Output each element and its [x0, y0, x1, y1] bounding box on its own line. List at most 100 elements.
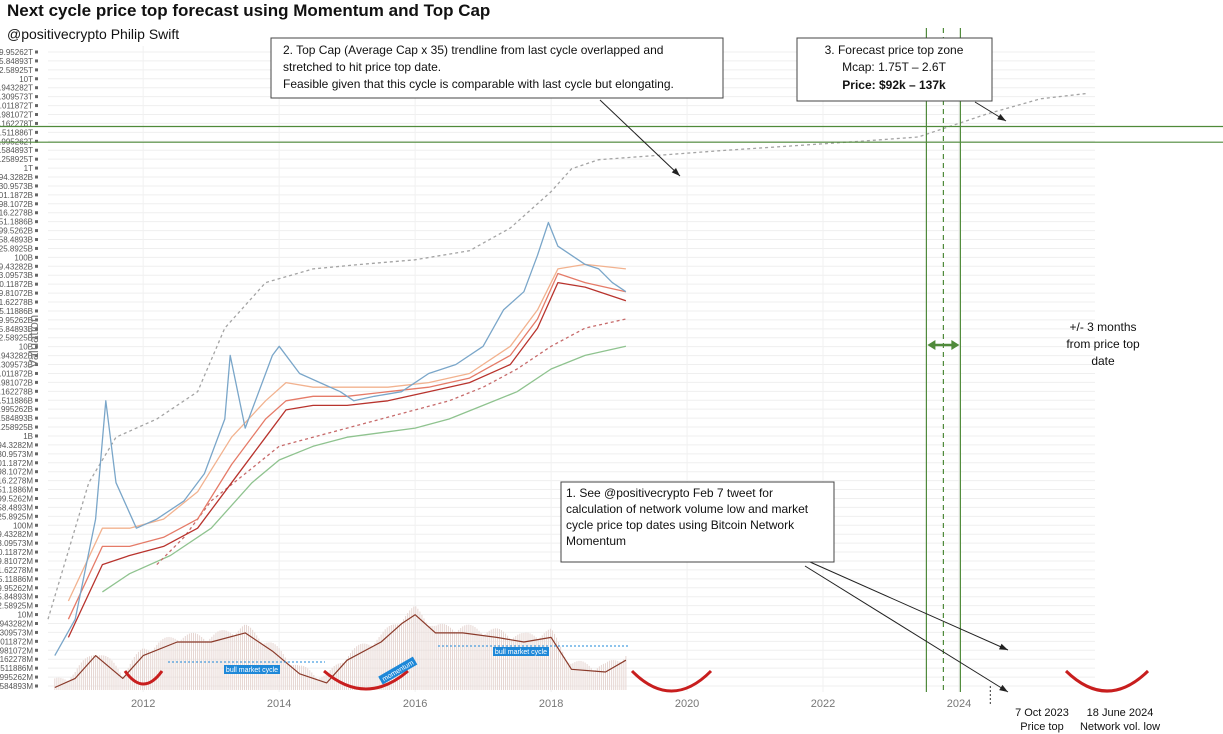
- y-tick-label: 15.84893T: [0, 57, 33, 66]
- y-tick-label: 31.62278M: [0, 566, 33, 575]
- y-tick-mark: [35, 666, 38, 670]
- y-tick-mark: [35, 380, 38, 384]
- y-tick-mark: [35, 523, 38, 527]
- y-tick-mark: [35, 229, 38, 233]
- y-tick-label: 316.2278M: [0, 477, 33, 486]
- y-tick-label: 39.81072B: [0, 289, 33, 298]
- y-tick-mark: [35, 175, 38, 179]
- y-tick-label: 398.1072M: [0, 468, 33, 477]
- y-tick-label: 125.8925B: [0, 244, 33, 253]
- y-tick-mark: [35, 50, 38, 54]
- y-tick-mark: [35, 139, 38, 143]
- note2-line2: stretched to hit price top date.: [283, 60, 441, 74]
- y-tick-label: 199.5262M: [0, 494, 33, 503]
- y-tick-mark: [35, 425, 38, 429]
- y-tick-label: 199.5262B: [0, 227, 33, 236]
- y-tick-label: 251.1886M: [0, 486, 33, 495]
- vol-low-label: Network vol. low: [1080, 721, 1160, 733]
- y-tick-mark: [35, 211, 38, 215]
- y-tick-mark: [35, 461, 38, 465]
- y-tick-label: 1.258925B: [0, 423, 33, 432]
- y-tick-label: 63.09573M: [0, 539, 33, 548]
- range-arrow-head-right: [951, 340, 960, 350]
- y-tick-label: 3.162278T: [0, 119, 33, 128]
- y-tick-mark: [35, 684, 38, 688]
- y-tick-label: 6.309573B: [0, 361, 33, 370]
- y-tick-label: 158.4893B: [0, 236, 33, 245]
- note1-arrow-vol-line: [804, 565, 1009, 693]
- y-axis-ticks: 19.95262T15.84893T12.58925T10T7.943282T6…: [0, 48, 38, 691]
- series-market-cap: [54, 221, 627, 656]
- note2-box: [270, 37, 724, 99]
- note1-box: [560, 481, 835, 563]
- y-tick-mark: [35, 479, 38, 483]
- y-tick-mark: [35, 613, 38, 617]
- y-tick-label: 3.162278B: [0, 387, 33, 396]
- chart-title: Next cycle price top forecast using Mome…: [7, 1, 490, 20]
- y-tick-mark: [35, 389, 38, 393]
- x-tick-label: 2016: [403, 698, 427, 710]
- y-tick-label: 1.258925T: [0, 155, 33, 164]
- y-tick-mark: [35, 371, 38, 375]
- note1-text-wrap: 1. See @positivecrypto Feb 7 tweet for c…: [566, 486, 809, 548]
- y-tick-mark: [35, 621, 38, 625]
- y-tick-mark: [35, 193, 38, 197]
- y-tick-mark: [35, 59, 38, 63]
- price-top-date: 7 Oct 2023: [1015, 707, 1069, 719]
- momentum-tag-bg: [378, 656, 418, 685]
- y-tick-label: 1T: [24, 164, 33, 173]
- y-tick-label: 630.9573M: [0, 450, 33, 459]
- y-tick-label: 50.11872M: [0, 548, 33, 557]
- series-average-2: [67, 272, 627, 620]
- y-tick-mark: [35, 586, 38, 590]
- y-tick-label: 794.3282B: [0, 173, 33, 182]
- y-tick-mark: [35, 577, 38, 581]
- y-tick-label: 1.995262M: [0, 673, 33, 682]
- y-tick-label: 15.84893B: [0, 325, 33, 334]
- series-average-3: [67, 281, 627, 638]
- y-tick-mark: [35, 416, 38, 420]
- y-tick-mark: [35, 220, 38, 224]
- y-tick-mark: [35, 630, 38, 634]
- x-tick-label: 2014: [267, 698, 291, 710]
- y-tick-mark: [35, 452, 38, 456]
- y-tick-label: 158.4893M: [0, 503, 33, 512]
- bull-cycle-label-2: bull market cycle: [495, 649, 547, 656]
- range-arrow-head-left: [927, 340, 936, 350]
- range-line3: date: [1091, 354, 1115, 368]
- y-tick-label: 5.011872B: [0, 369, 33, 378]
- y-tick-label: 100M: [13, 521, 33, 530]
- y-tick-mark: [35, 264, 38, 268]
- bull-cycle-tag-2: [493, 647, 549, 656]
- y-tick-mark: [35, 300, 38, 304]
- y-tick-mark: [35, 488, 38, 492]
- y-tick-label: 501.1872M: [0, 459, 33, 468]
- y-tick-mark: [35, 166, 38, 170]
- series-lines: [47, 92, 1089, 689]
- x-tick-label: 2012: [131, 698, 155, 710]
- y-tick-label: 2.511886T: [0, 128, 33, 137]
- note1-text: 1. See @positivecrypto Feb 7 tweet for c…: [566, 486, 809, 548]
- y-tick-mark: [35, 443, 38, 447]
- y-tick-mark: [35, 336, 38, 340]
- y-tick-label: 12.58925T: [0, 66, 33, 75]
- range-line2: from price top: [1066, 337, 1140, 351]
- note3-line3: Price: $92k – 137k: [842, 78, 946, 92]
- y-tick-label: 39.81072M: [0, 557, 33, 566]
- y-tick-label: 25.11886B: [0, 307, 33, 316]
- y-tick-label: 10B: [19, 343, 33, 352]
- y-tick-label: 3.981072B: [0, 378, 33, 387]
- grid: [48, 46, 1095, 692]
- y-tick-mark: [35, 273, 38, 277]
- note3-arrow-head: [997, 113, 1006, 121]
- momentum-bars: [54, 606, 627, 690]
- y-tick-mark: [35, 157, 38, 161]
- y-tick-label: 25.11886M: [0, 575, 33, 584]
- y-tick-label: 3.981072T: [0, 111, 33, 120]
- y-tick-mark: [35, 496, 38, 500]
- bull-cycle-label-1: bull market cycle: [226, 667, 278, 674]
- series-network-momentum: [54, 614, 627, 689]
